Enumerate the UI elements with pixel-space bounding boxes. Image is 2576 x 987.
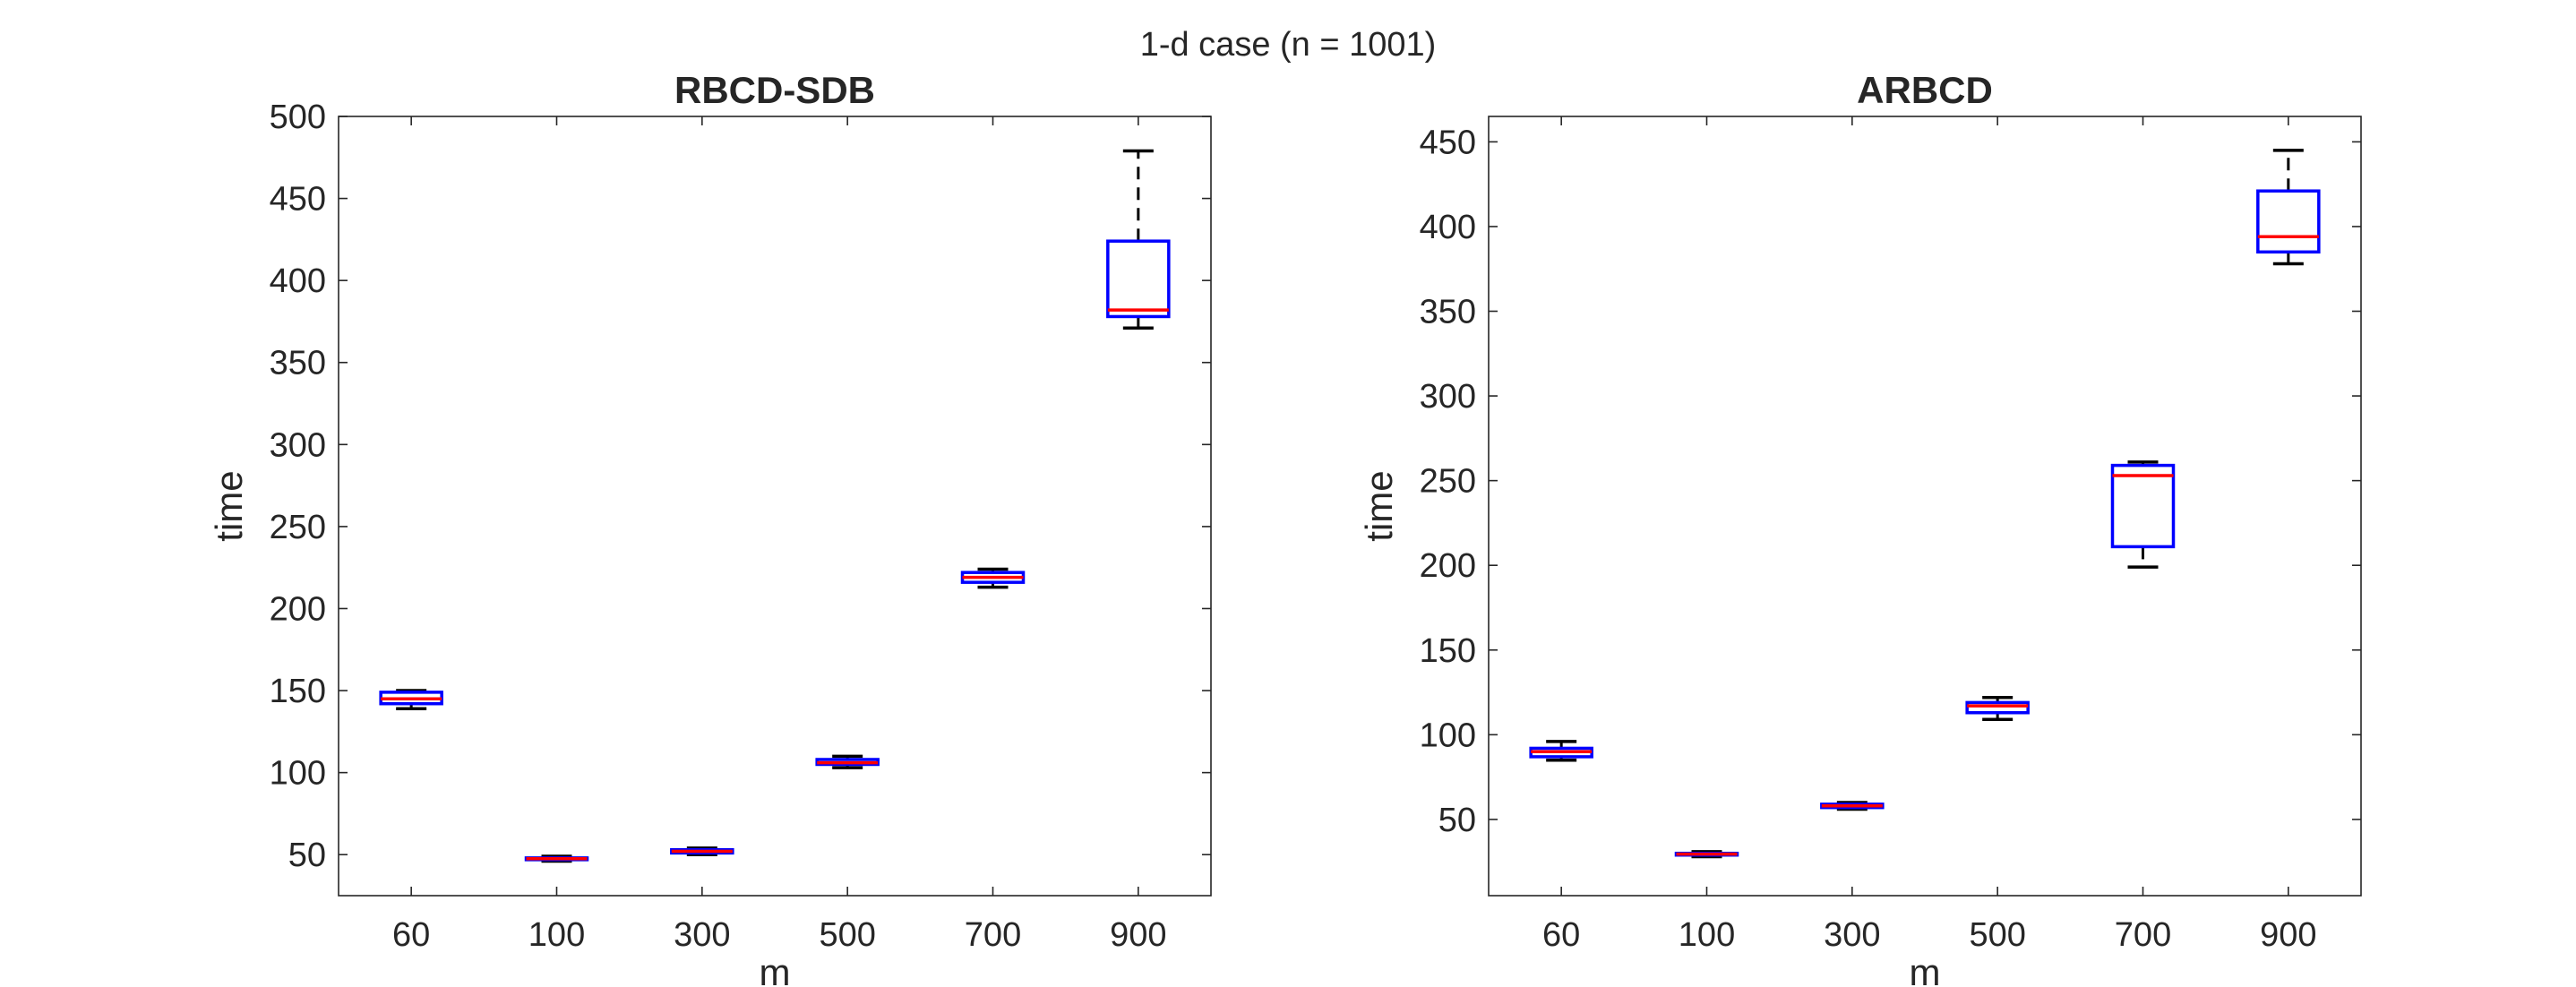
box-500 (815, 754, 880, 769)
plot-title: ARBCD (1857, 69, 1993, 111)
y-tick-label: 100 (270, 755, 326, 793)
x-tick-label-900: 900 (1110, 916, 1166, 954)
figure-suptitle: 1-d case (n = 1001) (1140, 26, 1437, 64)
y-tick-label: 150 (1420, 632, 1476, 670)
box-500-iqr-rect (1965, 700, 2030, 715)
y-tick-label: 400 (270, 262, 326, 300)
box-700 (2110, 460, 2176, 569)
y-tick-label: 350 (270, 345, 326, 382)
y-tick-label: 300 (1420, 378, 1476, 416)
box-900-iqr-rect (2256, 189, 2321, 254)
y-tick-label: 150 (270, 673, 326, 710)
box-300 (670, 846, 734, 856)
y-tick-label: 50 (288, 837, 326, 874)
x-tick-label-500: 500 (819, 916, 875, 954)
y-tick-label: 250 (1420, 463, 1476, 501)
box-60 (1529, 740, 1593, 762)
box-100 (1674, 850, 1739, 859)
plot-panel-arbcd: ARBCD 50 100 150 200 250 300 350 400 450 60 100 300 5… (1358, 69, 2362, 987)
y-tick-label: 50 (1438, 802, 1476, 839)
x-axis-label: m (760, 951, 791, 987)
y-tick-label: 350 (1420, 294, 1476, 331)
plot-panel-rbcd-sdb: RBCD-SDB 50 100 150 200 250 300 350 400 450 500 60 1… (208, 69, 1212, 987)
y-tick-label: 500 (270, 99, 326, 136)
y-tick-label: 100 (1420, 717, 1476, 754)
x-tick-label-900: 900 (2260, 916, 2316, 954)
x-tick-label-60: 60 (392, 916, 430, 954)
y-axis-label: time (1358, 470, 1400, 541)
y-tick-label: 450 (270, 181, 326, 219)
y-tick-label: 200 (270, 590, 326, 628)
box-900 (1106, 149, 1171, 330)
box-500 (1965, 695, 2030, 722)
x-tick-label-100: 100 (1679, 916, 1735, 954)
box-700 (960, 567, 1026, 589)
box-60 (379, 689, 443, 710)
y-tick-label: 200 (1420, 547, 1476, 585)
box-300 (1820, 801, 1885, 811)
plot-title: RBCD-SDB (674, 69, 875, 111)
y-tick-label: 250 (270, 509, 326, 546)
x-tick-label-700: 700 (2115, 916, 2171, 954)
box-900-iqr-rect (1106, 239, 1171, 319)
y-tick-label: 450 (1420, 124, 1476, 161)
y-tick-label: 300 (270, 426, 326, 464)
x-tick-label-300: 300 (1824, 916, 1880, 954)
x-tick-label-300: 300 (674, 916, 730, 954)
x-tick-label-60: 60 (1542, 916, 1580, 954)
y-tick-label: 400 (1420, 209, 1476, 246)
x-axis-label: m (1910, 951, 1941, 987)
box-900 (2256, 149, 2321, 266)
plot-area-frame (1488, 116, 2362, 897)
x-tick-label-100: 100 (528, 916, 585, 954)
x-tick-label-700: 700 (965, 916, 1021, 954)
box-700-iqr-rect (2110, 463, 2176, 549)
plot-area-frame (338, 116, 1212, 897)
box-100 (524, 854, 589, 863)
x-tick-label-500: 500 (1969, 916, 2025, 954)
y-axis-label: time (208, 470, 250, 541)
